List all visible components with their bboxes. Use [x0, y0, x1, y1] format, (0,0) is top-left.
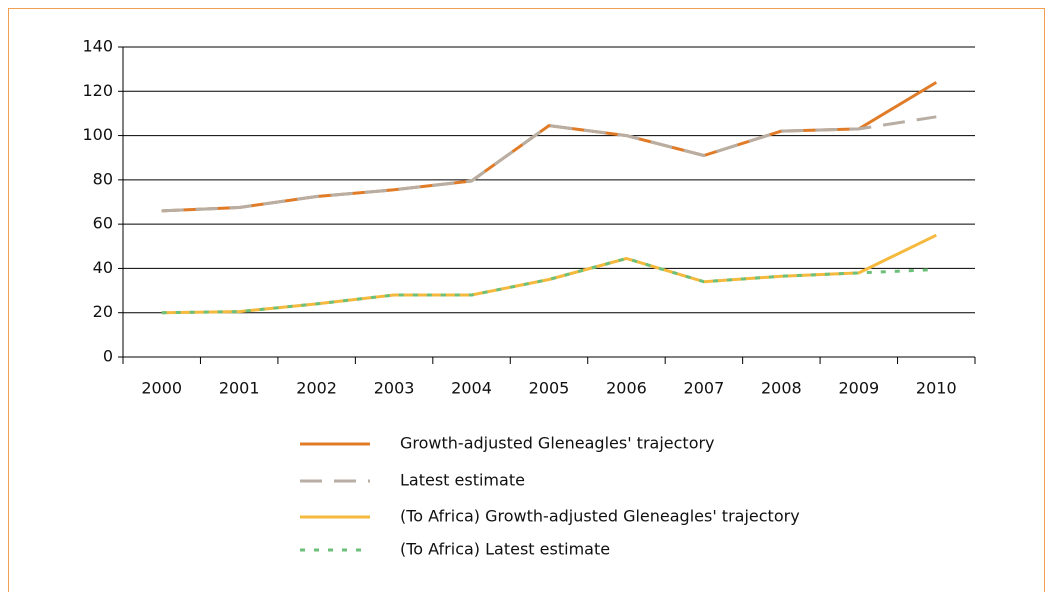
x-tick-label: 2010: [916, 379, 957, 398]
y-tick-label: 60: [93, 214, 113, 233]
x-tick-label: 2004: [451, 379, 492, 398]
series-line: [161, 81, 938, 213]
y-tick-label: 100: [82, 125, 113, 144]
legend-label: Growth-adjusted Gleneagles' trajectory: [400, 434, 715, 453]
y-tick-label: 140: [82, 37, 113, 56]
legend-label: (To Africa) Latest estimate: [400, 540, 610, 559]
legend-label: (To Africa) Growth-adjusted Gleneagles' …: [400, 507, 800, 526]
x-tick-label: 2009: [838, 379, 879, 398]
series-line: [161, 257, 937, 315]
x-tick-label: 2006: [606, 379, 647, 398]
x-tick-label: 2005: [529, 379, 570, 398]
x-tick-label: 2000: [141, 379, 182, 398]
x-tick-label: 2002: [296, 379, 337, 398]
frame: [8, 8, 1045, 592]
y-tick-label: 120: [82, 81, 113, 100]
x-tick-label: 2008: [761, 379, 802, 398]
y-tick-label: 0: [103, 347, 113, 366]
x-tick-label: 2007: [684, 379, 725, 398]
x-tick-label: 2001: [219, 379, 260, 398]
x-tick-label: 2003: [374, 379, 415, 398]
y-tick-label: 80: [93, 169, 113, 188]
y-tick-label: 20: [93, 302, 113, 321]
y-tick-label: 40: [93, 258, 113, 277]
series-line: [161, 115, 937, 213]
legend-label: Latest estimate: [400, 471, 525, 490]
series-line: [161, 233, 937, 315]
